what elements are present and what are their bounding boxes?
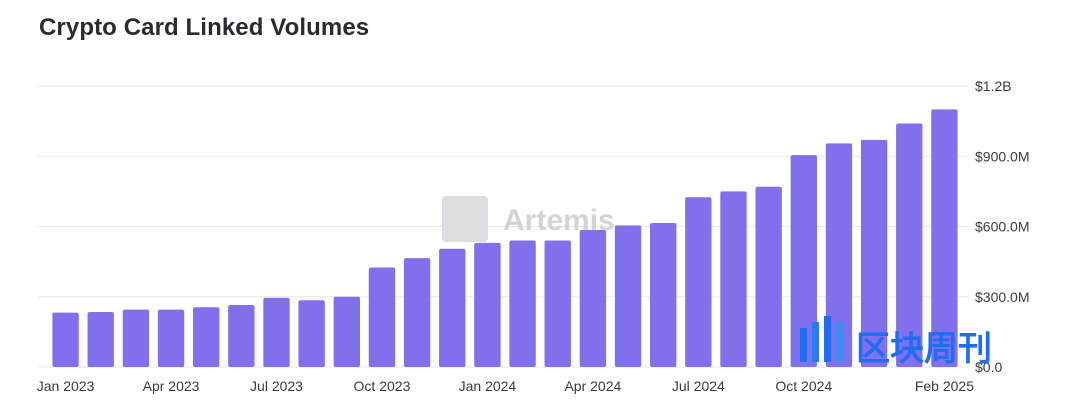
x-tick-label: Jul 2024 (672, 378, 725, 394)
chart-title: Crypto Card Linked Volumes (39, 14, 370, 41)
y-tick-label: $900.0M (975, 148, 1029, 164)
x-tick-label: Feb 2025 (915, 378, 974, 394)
x-tick-label: Apr 2024 (564, 378, 621, 394)
bar (52, 312, 79, 367)
bar (860, 139, 888, 367)
bar (790, 155, 817, 367)
watermark-logo-icon (442, 196, 488, 242)
bar (579, 230, 607, 367)
y-tick-label: $0.0 (975, 359, 1002, 375)
x-tick-label: Jan 2024 (459, 378, 517, 394)
bar (368, 267, 396, 367)
brand-logo: 区块周刊 (800, 316, 992, 368)
bar (544, 240, 571, 367)
bar (931, 109, 958, 368)
x-tick-label: Oct 2023 (354, 378, 411, 394)
bar (228, 304, 255, 367)
bar (614, 225, 642, 367)
bar (474, 242, 501, 367)
y-tick-label: $600.0M (975, 219, 1029, 235)
bar (263, 297, 290, 367)
bar (122, 309, 150, 367)
y-axis-labels: $0.0 $300.0M $600.0M $900.0M $1.2B (975, 78, 1029, 375)
bar (685, 197, 712, 367)
y-tick-label: $1.2B (975, 78, 1012, 94)
bar (298, 300, 325, 367)
x-tick-label: Jan 2023 (37, 378, 95, 394)
bar (439, 248, 466, 367)
bar (403, 258, 431, 367)
brand-text: 区块周刊 (856, 330, 992, 368)
bar (896, 123, 923, 367)
bar (720, 191, 747, 367)
bar (333, 296, 360, 367)
brand-mark-icon (800, 316, 843, 362)
bar (650, 222, 677, 367)
bar (755, 186, 782, 367)
x-tick-label: Oct 2024 (775, 378, 832, 394)
x-tick-label: Apr 2023 (143, 378, 200, 394)
bar (157, 309, 185, 367)
bar (87, 311, 114, 367)
x-axis-labels: Jan 2023 Apr 2023 Jul 2023 Oct 2023 Jan 2024… (37, 378, 974, 394)
bars (52, 109, 958, 368)
bar (825, 143, 853, 367)
y-tick-label: $300.0M (975, 289, 1029, 305)
bar (193, 307, 220, 367)
bar (509, 240, 536, 367)
x-tick-label: Jul 2023 (250, 378, 303, 394)
